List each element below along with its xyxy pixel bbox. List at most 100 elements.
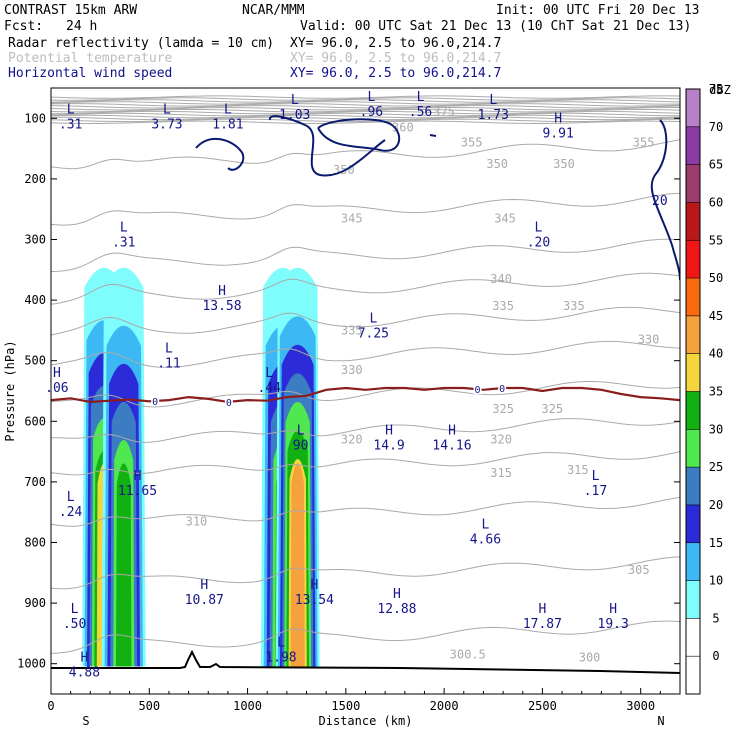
colorbar-label: 20 [709, 498, 723, 512]
freezing-level-label: 0 [498, 382, 507, 395]
theta-contour-line [51, 496, 680, 527]
x-tick-label: 2500 [528, 699, 557, 713]
terrain-line [51, 649, 680, 674]
colorbar-swatch [686, 656, 700, 694]
extremum-value: 4.88 [69, 666, 100, 681]
extremum-value: 90 [293, 438, 309, 453]
colorbar-swatch [686, 504, 700, 543]
wind-contour-line [317, 118, 401, 152]
y-tick-label: 200 [24, 172, 46, 186]
y-tick-label: 800 [24, 536, 46, 550]
theta-label: 335 [563, 299, 585, 313]
wind-contour-line [429, 134, 437, 137]
x-end-label-south: S [82, 714, 89, 728]
theta-contour-line [51, 97, 680, 101]
theta-contour-line [51, 118, 680, 123]
extremum-type: H [609, 602, 617, 617]
x-tick-label: 1000 [233, 699, 262, 713]
colorbar-label: 45 [709, 309, 723, 323]
extremum-value: 14.16 [432, 438, 471, 453]
plot-frame [50, 87, 681, 695]
y-axis-title: Pressure (hPa) [3, 340, 17, 441]
colorbar-label: 75 [709, 82, 723, 96]
extremum-value: 7.25 [358, 326, 389, 341]
theta-contour-line [51, 192, 680, 226]
extremum-value: 1.81 [212, 117, 243, 132]
wind-speed-contours: 20 [195, 115, 680, 281]
model-title: CONTRAST 15km ARW [4, 3, 137, 18]
colorbar-label: 10 [709, 574, 723, 588]
theta-label: 355 [633, 136, 655, 150]
theta-label: 335 [492, 299, 514, 313]
extremum-type: L [163, 102, 171, 117]
theta-contour-line [51, 95, 680, 99]
freezing-level-label: 0 [151, 394, 160, 408]
theta-label: 315 [567, 463, 589, 477]
theta-contour-line [51, 109, 680, 113]
theta-contour-line [51, 272, 680, 305]
extremum-type: H [53, 366, 61, 381]
wind-contour-line [195, 137, 245, 171]
colorbar-label: 50 [709, 271, 723, 285]
extremum-value: .11 [157, 357, 180, 372]
extremum-type: H [385, 423, 393, 438]
extremum-value: 17.87 [523, 617, 562, 632]
field-xy-theta: XY= 96.0, 2.5 to 96.0,214.7 [290, 51, 501, 66]
y-tick-label: 300 [24, 233, 46, 247]
theta-contour-line [51, 105, 680, 109]
extremum-type: H [200, 578, 208, 593]
theta-label: 325 [541, 402, 563, 416]
freezing-level-label: 0 [224, 395, 233, 409]
extremum-type: L [265, 366, 273, 381]
theta-contour-line [51, 238, 680, 272]
extremum-value: .31 [112, 235, 135, 250]
theta-label: 320 [490, 432, 512, 446]
extremum-type: L [120, 220, 128, 235]
extremum-type: L [367, 90, 375, 105]
extremum-type: L [71, 602, 79, 617]
colorbar-swatch [686, 353, 700, 392]
terrain-line-path [51, 649, 680, 674]
extremum-type: L [67, 102, 75, 117]
reflectivity-shell [290, 463, 305, 667]
extremum-type: H [538, 602, 546, 617]
theta-contour-line [51, 381, 680, 408]
extremum-value: 10.87 [185, 593, 224, 608]
theta-label: 350 [486, 157, 508, 171]
freezing-level-label: 0 [473, 383, 482, 396]
extremum-value: 1.03 [279, 108, 310, 123]
extremum-type: H [134, 469, 142, 484]
extremum-value: 14.9 [373, 438, 404, 453]
theta-label: 305 [628, 563, 650, 577]
extremum-value: 9.91 [542, 126, 573, 141]
extremum-value: .24 [59, 505, 83, 520]
colorbar-swatch [686, 391, 700, 430]
extremum-value: 1.98 [265, 651, 296, 666]
colorbar-label: 55 [709, 233, 723, 247]
extremum-type: L [297, 423, 305, 438]
wind-contour-line [269, 115, 386, 177]
extremum-type: H [393, 587, 401, 602]
x-tick-label: 0 [47, 699, 54, 713]
colorbar-swatch [686, 315, 700, 354]
theta-label: 310 [186, 514, 208, 528]
colorbar: 0 5 10 15 20 25 30 35 40 45 50 55 60 65 70 75 [685, 82, 723, 695]
colorbar-label: 0 [712, 649, 719, 663]
extremum-type: L [165, 342, 173, 357]
field-name-reflectivity: Radar reflectivity (lamda = 10 cm) [8, 36, 274, 51]
theta-contour-line [51, 110, 680, 115]
extremum-value: .20 [527, 235, 550, 250]
theta-label: 340 [490, 272, 512, 286]
extremum-type: L [592, 469, 600, 484]
field-xy-wind: XY= 96.0, 2.5 to 96.0,214.7 [290, 66, 501, 81]
colorbar-label: 30 [709, 422, 723, 436]
theta-contour-line [51, 451, 680, 476]
extremum-type: H [81, 651, 89, 666]
y-tick-label: 900 [24, 596, 46, 610]
x-axis-title: Distance (km) [319, 714, 413, 728]
theta-contour-line [51, 139, 680, 170]
extremum-type: L [535, 220, 543, 235]
extremum-type: H [218, 284, 226, 299]
extremum-type: L [67, 490, 75, 505]
